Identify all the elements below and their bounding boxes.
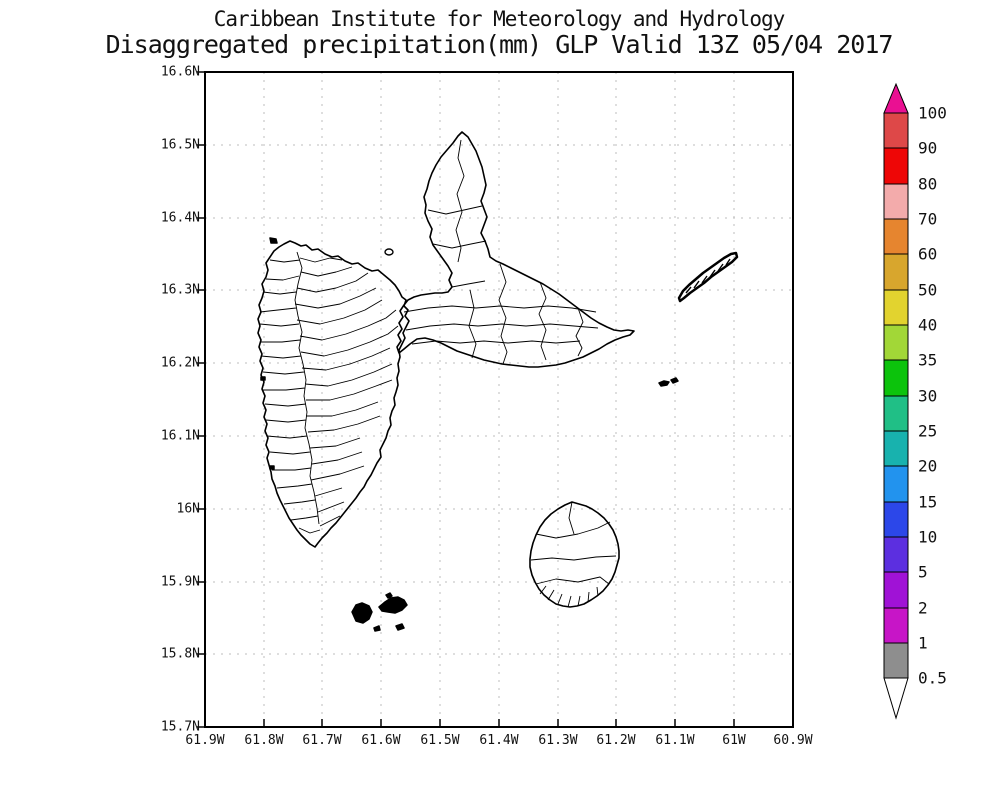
lat-tick-label: 16.5N [161,138,200,153]
graticule-grid [205,72,793,727]
lat-tick-label: 15.7N [161,720,200,735]
colorbar-segment [883,536,909,573]
lat-tick-label: 15.8N [161,647,200,662]
colorbar-label: 30 [918,387,937,406]
lon-tick-label: 61.6W [361,733,400,748]
colorbar-label: 70 [918,210,937,229]
title-line-2: Disaggregated precipitation(mm) GLP Vali… [106,30,893,59]
colorbar-segment [883,430,909,467]
lat-tick-label: 16.3N [161,283,200,298]
hatch-la-desirade [685,258,731,294]
colorbar-segment [883,218,909,255]
colorbar-segment [883,501,909,538]
lon-tick-label: 61.8W [244,733,283,748]
colorbar-labels: 100 90 80 70 60 50 40 35 30 25 20 15 10 … [918,104,947,688]
islands-layer [257,131,739,632]
colorbar-label: 1 [918,634,928,653]
colorbar-label: 15 [918,493,937,512]
island-grande-terre [396,131,635,368]
lat-tick-label: 16.2N [161,356,200,371]
colorbar-label: 40 [918,316,937,335]
lat-tick-label: 16N [177,502,200,517]
colorbar-label: 25 [918,422,937,441]
colorbar-segment [883,183,909,220]
colorbar-segment [883,112,909,149]
lat-axis-labels: 16.6N 16.5N 16.4N 16.3N 16.2N 16.1N 16N … [161,65,200,735]
lat-tick-label: 16.6N [161,65,200,80]
colorbar-bottom-arrow [883,677,909,720]
colorbar-label: 5 [918,563,928,582]
colorbar-segment [883,253,909,291]
colorbar-label: 20 [918,457,937,476]
lon-tick-label: 61.2W [596,733,635,748]
colorbar-label: 100 [918,104,947,123]
island-basse-terre [257,240,410,548]
colorbar-segment [883,395,909,432]
colorbar-segment [883,289,909,326]
island-la-desirade [677,251,739,303]
lon-tick-label: 61.9W [185,733,224,748]
lon-tick-label: 61.3W [538,733,577,748]
lon-tick-label: 61.1W [655,733,694,748]
colorbar-label: 60 [918,245,937,264]
lon-tick-label: 61.7W [302,733,341,748]
colorbar-top-arrow [883,82,909,114]
lon-tick-label: 61.5W [420,733,459,748]
colorbar [883,82,909,720]
colorbar-label: 90 [918,139,937,158]
colorbar-segment [883,359,909,397]
title-line-1: Caribbean Institute for Meteorology and … [214,7,785,31]
map-frame [204,71,794,728]
lon-tick-marks [204,719,794,727]
islands-les-saintes-and-islets [260,237,679,632]
colorbar-segment [883,607,909,644]
lon-axis-labels: 61.9W 61.8W 61.7W 61.6W 61.5W 61.4W 61.3… [185,733,812,748]
lat-tick-label: 16.1N [161,429,200,444]
lat-tick-marks [197,71,205,728]
colorbar-label: 10 [918,528,937,547]
colorbar-label: 50 [918,281,937,300]
watershed-boundaries-basse-terre [259,251,399,534]
lon-tick-label: 60.9W [773,733,812,748]
lat-tick-label: 16.4N [161,211,200,226]
colorbar-segment [883,147,909,185]
islet-fajou-ring [384,248,394,256]
colorbar-label: 0.5 [918,669,947,688]
colorbar-segment [883,324,909,361]
lon-tick-label: 61.4W [479,733,518,748]
division-boundaries-grande-terre [403,139,599,365]
colorbar-segment [883,465,909,503]
lat-tick-label: 15.9N [161,575,200,590]
lon-tick-label: 61W [722,733,746,748]
colorbar-label: 2 [918,599,928,618]
island-marie-galante [529,501,620,608]
colorbar-label: 80 [918,175,937,194]
division-boundaries-marie-galante [530,501,617,608]
colorbar-segment [883,571,909,609]
colorbar-segment [883,642,909,679]
colorbar-label: 35 [918,351,937,370]
